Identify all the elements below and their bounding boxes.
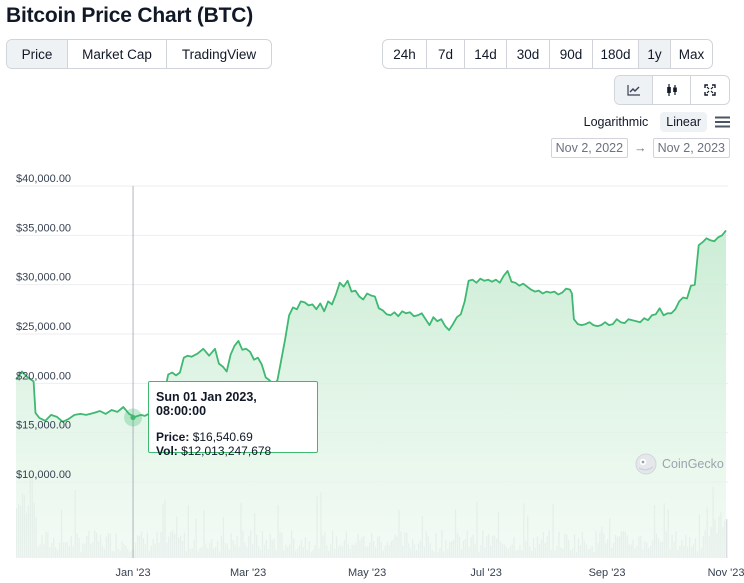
hover-point (130, 414, 136, 421)
range-1y-button[interactable]: 1y (639, 40, 671, 68)
x-tick-label: Sep '23 (589, 567, 626, 579)
range-14d-button[interactable]: 14d (465, 40, 507, 68)
menu-icon[interactable] (715, 116, 730, 128)
logarithmic-option[interactable]: Logarithmic (583, 115, 649, 129)
x-tick-label: Jul '23 (470, 567, 501, 579)
page-title: Bitcoin Price Chart (BTC) (6, 4, 254, 27)
date-range: Nov 2, 2022 → Nov 2, 2023 (550, 138, 730, 158)
tab-market-cap[interactable]: Market Cap (68, 40, 167, 68)
time-range-tabs: 24h 7d 14d 30d 90d 180d 1y Max (382, 39, 713, 69)
range-180d-button[interactable]: 180d (593, 40, 639, 68)
x-axis-labels: Jan '23 Mar '23 May '23 Jul '23 Sep '23 Nov '… (115, 567, 744, 579)
range-max-button[interactable]: Max (678, 46, 705, 62)
tab-price[interactable]: Price (7, 40, 68, 68)
y-tick-label: $40,000.00 (16, 173, 71, 185)
x-tick-label: Mar '23 (230, 567, 266, 579)
coingecko-watermark: CoinGecko (635, 453, 724, 475)
range-30d-button[interactable]: 30d (507, 40, 550, 68)
date-to-input[interactable]: Nov 2, 2023 (652, 138, 730, 158)
crosshair (124, 186, 143, 558)
x-tick-label: Nov '23 (708, 567, 744, 579)
y-tick-label: $35,000.00 (16, 222, 71, 234)
tooltip-vol-value: $12,013,247,678 (181, 444, 272, 458)
y-tick-label: $30,000.00 (16, 272, 71, 284)
candlestick-icon (666, 84, 677, 96)
price-tooltip: Sun 01 Jan 2023, 08:00:00 Price: $16,540… (148, 381, 318, 458)
linear-option[interactable]: Linear (660, 112, 707, 132)
range-24h-button[interactable]: 24h (383, 40, 427, 68)
fullscreen-button[interactable] (691, 76, 729, 104)
x-tick-label: Jan '23 (115, 567, 150, 579)
scale-selector: Logarithmic Linear (578, 112, 730, 132)
y-tick-label: $15,000.00 (16, 420, 71, 432)
y-axis-labels: $10,000.00 $15,000.00 $20,000.00 $25,000.00… (16, 173, 71, 481)
tooltip-price-label: Price: (156, 430, 190, 444)
x-tick-label: May '23 (348, 567, 386, 579)
y-tick-label: $20,000.00 (16, 370, 71, 382)
line-chart-button[interactable] (615, 76, 653, 104)
tooltip-date: Sun 01 Jan 2023, 08:00:00 (156, 390, 257, 418)
price-area-fill (16, 230, 726, 558)
tooltip-vol-label: Vol: (156, 444, 178, 458)
range-90d-button[interactable]: 90d (550, 40, 593, 68)
chart-type-toggle (614, 75, 730, 105)
candlestick-button[interactable] (653, 76, 691, 104)
arrow-right-icon: → (634, 141, 647, 155)
y-tick-label: $10,000.00 (16, 469, 71, 481)
watermark-text: CoinGecko (662, 457, 724, 471)
view-tabs: Price Market Cap TradingView (6, 39, 272, 69)
date-from-input[interactable]: Nov 2, 2022 (550, 138, 629, 158)
coingecko-logo-icon (635, 453, 657, 475)
line-chart-icon (626, 85, 640, 96)
tab-tradingview[interactable]: TradingView (181, 46, 257, 62)
price-area (15, 229, 727, 558)
range-7d-button[interactable]: 7d (427, 40, 465, 68)
volume-bar (726, 519, 728, 558)
y-tick-label: $25,000.00 (16, 321, 71, 333)
fullscreen-icon (704, 84, 716, 96)
tooltip-price-value: $16,540.69 (192, 430, 253, 444)
